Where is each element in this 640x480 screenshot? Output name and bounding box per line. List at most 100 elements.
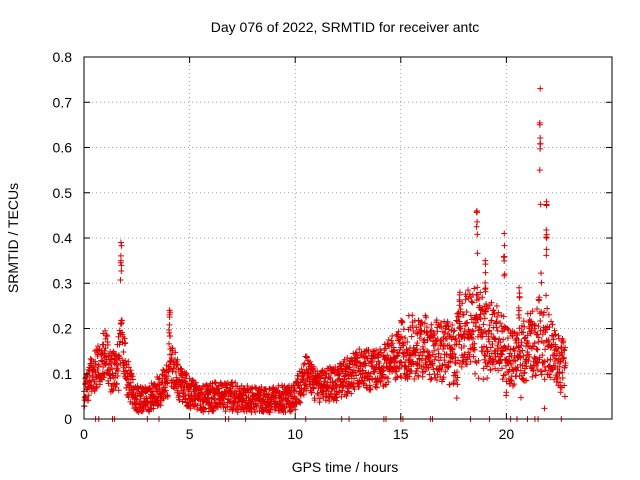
data-point bbox=[529, 308, 536, 315]
data-point bbox=[274, 387, 281, 394]
data-point bbox=[433, 377, 440, 384]
data-point bbox=[536, 310, 543, 317]
data-point bbox=[429, 351, 436, 358]
data-point bbox=[369, 376, 376, 383]
data-point bbox=[535, 334, 542, 341]
data-point bbox=[481, 286, 488, 293]
data-point bbox=[451, 327, 458, 334]
data-point bbox=[211, 395, 218, 402]
data-point bbox=[389, 332, 396, 339]
data-point bbox=[543, 234, 550, 241]
data-point bbox=[483, 300, 490, 307]
data-point bbox=[536, 167, 543, 174]
data-point bbox=[460, 311, 467, 318]
data-point bbox=[205, 394, 212, 401]
data-point bbox=[537, 145, 544, 152]
data-point bbox=[423, 324, 430, 331]
data-point bbox=[498, 365, 505, 372]
data-point bbox=[475, 357, 482, 364]
data-point bbox=[474, 218, 481, 225]
data-point bbox=[346, 385, 353, 392]
data-point bbox=[333, 397, 340, 404]
data-point bbox=[102, 345, 109, 352]
data-point bbox=[384, 352, 391, 359]
data-point bbox=[546, 324, 553, 331]
data-point bbox=[479, 333, 486, 340]
data-point bbox=[554, 360, 561, 367]
data-point bbox=[551, 327, 558, 334]
data-point bbox=[453, 377, 460, 384]
data-point bbox=[543, 246, 550, 253]
data-point bbox=[221, 401, 228, 408]
data-point bbox=[474, 250, 481, 257]
data-point bbox=[533, 345, 540, 352]
data-point bbox=[409, 322, 416, 329]
data-point bbox=[541, 309, 548, 316]
data-point bbox=[512, 358, 519, 365]
data-point bbox=[425, 364, 432, 371]
data-point bbox=[156, 375, 163, 382]
data-point bbox=[293, 388, 300, 395]
data-point bbox=[203, 398, 210, 405]
data-point bbox=[483, 363, 490, 370]
data-point bbox=[242, 399, 249, 406]
data-point bbox=[456, 289, 463, 296]
data-point bbox=[108, 365, 115, 372]
data-point bbox=[121, 340, 128, 347]
data-point bbox=[451, 350, 458, 357]
data-point bbox=[92, 360, 99, 367]
data-point bbox=[530, 367, 537, 374]
data-point bbox=[456, 338, 463, 345]
data-point bbox=[352, 369, 359, 376]
data-point bbox=[490, 307, 497, 314]
data-point bbox=[535, 338, 542, 345]
data-point bbox=[402, 335, 409, 342]
data-point bbox=[446, 381, 453, 388]
data-point bbox=[129, 376, 136, 383]
data-point bbox=[421, 348, 428, 355]
data-point bbox=[561, 382, 568, 389]
y-tick-label: 0 bbox=[64, 411, 72, 427]
data-point bbox=[360, 381, 367, 388]
data-point bbox=[420, 363, 427, 370]
data-point bbox=[453, 369, 460, 376]
data-point bbox=[245, 394, 252, 401]
data-point bbox=[409, 312, 416, 319]
data-point bbox=[188, 391, 195, 398]
data-point bbox=[124, 376, 131, 383]
data-point bbox=[93, 383, 100, 390]
data-point bbox=[134, 396, 141, 403]
data-point bbox=[486, 322, 493, 329]
data-point bbox=[322, 375, 329, 382]
data-point bbox=[515, 337, 522, 344]
data-point bbox=[101, 350, 108, 357]
data-point bbox=[379, 371, 386, 378]
data-point bbox=[103, 332, 110, 339]
data-point bbox=[176, 396, 183, 403]
data-point bbox=[552, 331, 559, 338]
data-point bbox=[143, 395, 150, 402]
data-point bbox=[226, 406, 233, 413]
data-point bbox=[457, 306, 464, 313]
data-point bbox=[471, 285, 478, 292]
data-point bbox=[542, 367, 549, 374]
data-point bbox=[464, 319, 471, 326]
data-point bbox=[524, 348, 531, 355]
data-point bbox=[520, 329, 527, 336]
data-point bbox=[497, 320, 504, 327]
data-point bbox=[266, 386, 273, 393]
data-point bbox=[297, 399, 304, 406]
data-point bbox=[291, 384, 298, 391]
data-point bbox=[334, 383, 341, 390]
data-point bbox=[127, 367, 134, 374]
data-point bbox=[128, 370, 135, 377]
data-point bbox=[178, 382, 185, 389]
data-point bbox=[287, 408, 294, 415]
data-point bbox=[275, 382, 282, 389]
data-point bbox=[181, 391, 188, 398]
data-point bbox=[433, 317, 440, 324]
data-point bbox=[448, 336, 455, 343]
data-point bbox=[543, 198, 550, 205]
data-point bbox=[399, 319, 406, 326]
data-point bbox=[495, 367, 502, 374]
